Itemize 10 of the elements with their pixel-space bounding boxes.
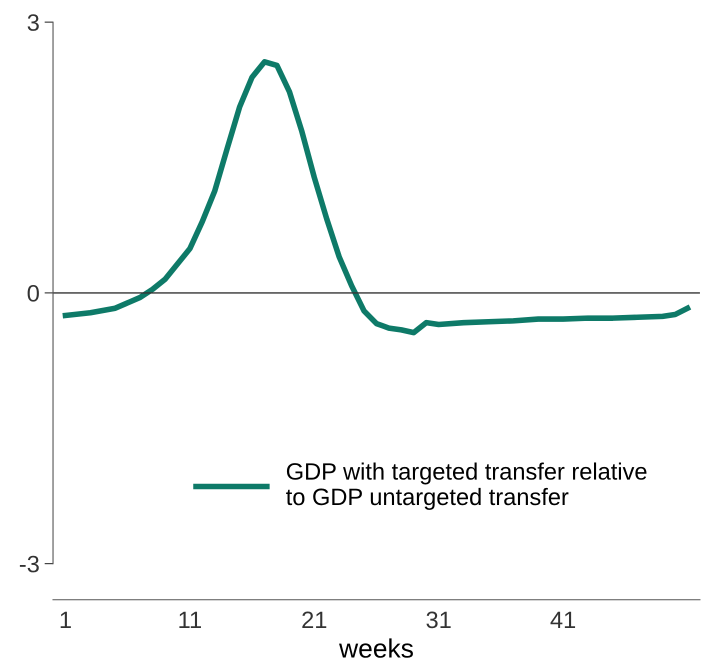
y-tick-label: 3 bbox=[28, 14, 39, 31]
y-tick-label: -3 bbox=[20, 556, 39, 572]
x-tick-label: 11 bbox=[179, 612, 201, 628]
legend-label: GDP with targeted transfer relative to GDP untargeted transfer bbox=[286, 462, 646, 510]
x-axis-title: weeks bbox=[339, 638, 413, 658]
x-tick-label: 41 bbox=[550, 612, 576, 628]
y-tick-label: 0 bbox=[28, 284, 39, 302]
x-tick-label: 1 bbox=[60, 612, 71, 628]
x-tick-label: 31 bbox=[426, 611, 451, 628]
x-tick-label: 21 bbox=[302, 611, 326, 628]
